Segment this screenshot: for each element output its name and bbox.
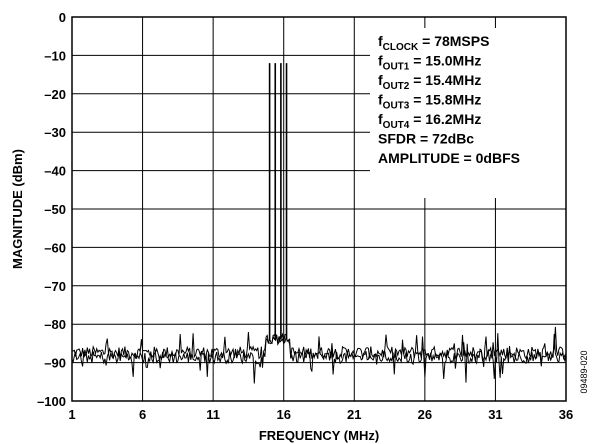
y-tick-label: –60 [44,240,66,255]
annotation-line: fOUT4 = 16.2MHz [378,111,481,131]
annotation-line: AMPLITUDE = 0dBFS [378,150,520,166]
y-tick-label: –30 [44,125,66,140]
annotation-line: fOUT3 = 15.8MHz [378,92,481,112]
x-tick-label: 1 [68,407,75,422]
y-tick-label: –100 [37,394,66,409]
y-tick-label: –50 [44,202,66,217]
y-tick-label: –90 [44,356,66,371]
y-tick-label: –70 [44,279,66,294]
y-tick-label: 0 [59,10,66,25]
y-tick-label: –20 [44,87,66,102]
x-tick-label: 26 [418,407,432,422]
x-tick-label: 6 [139,407,146,422]
noise-trace-upper [71,326,567,369]
x-tick-label: 21 [347,407,361,422]
x-tick-label: 16 [276,407,290,422]
x-tick-label: 36 [559,407,573,422]
x-tick-label: 31 [488,407,502,422]
y-tick-label: –40 [44,164,66,179]
y-tick-label: –80 [44,317,66,332]
noise-trace-lower [71,332,567,384]
annotation-box [370,28,566,198]
figure-code: 09489-020 [579,350,589,393]
x-tick-label: 11 [206,407,220,422]
plot-frame [71,16,567,402]
y-tick-labels: 0 –10 –20 –30 –40 –50 –60 –70 –80 –90 –100 [37,10,66,409]
annotation-line: fCLOCK = 78MSPS [378,33,489,53]
tone-lines [268,63,288,340]
noise-trace [71,326,567,384]
annotation-line: fOUT2 = 15.4MHz [378,72,481,92]
annotation-line: SFDR = 72dBc [378,131,474,147]
x-axis-title: FREQUENCY (MHz) [259,428,379,443]
x-tick-labels: 1 6 11 16 21 26 31 36 [68,407,573,422]
annotation-line: fOUT1 = 15.0MHz [378,53,481,73]
y-tick-label: –10 [44,48,66,63]
y-axis-title: MAGNITUDE (dBm) [10,149,25,269]
